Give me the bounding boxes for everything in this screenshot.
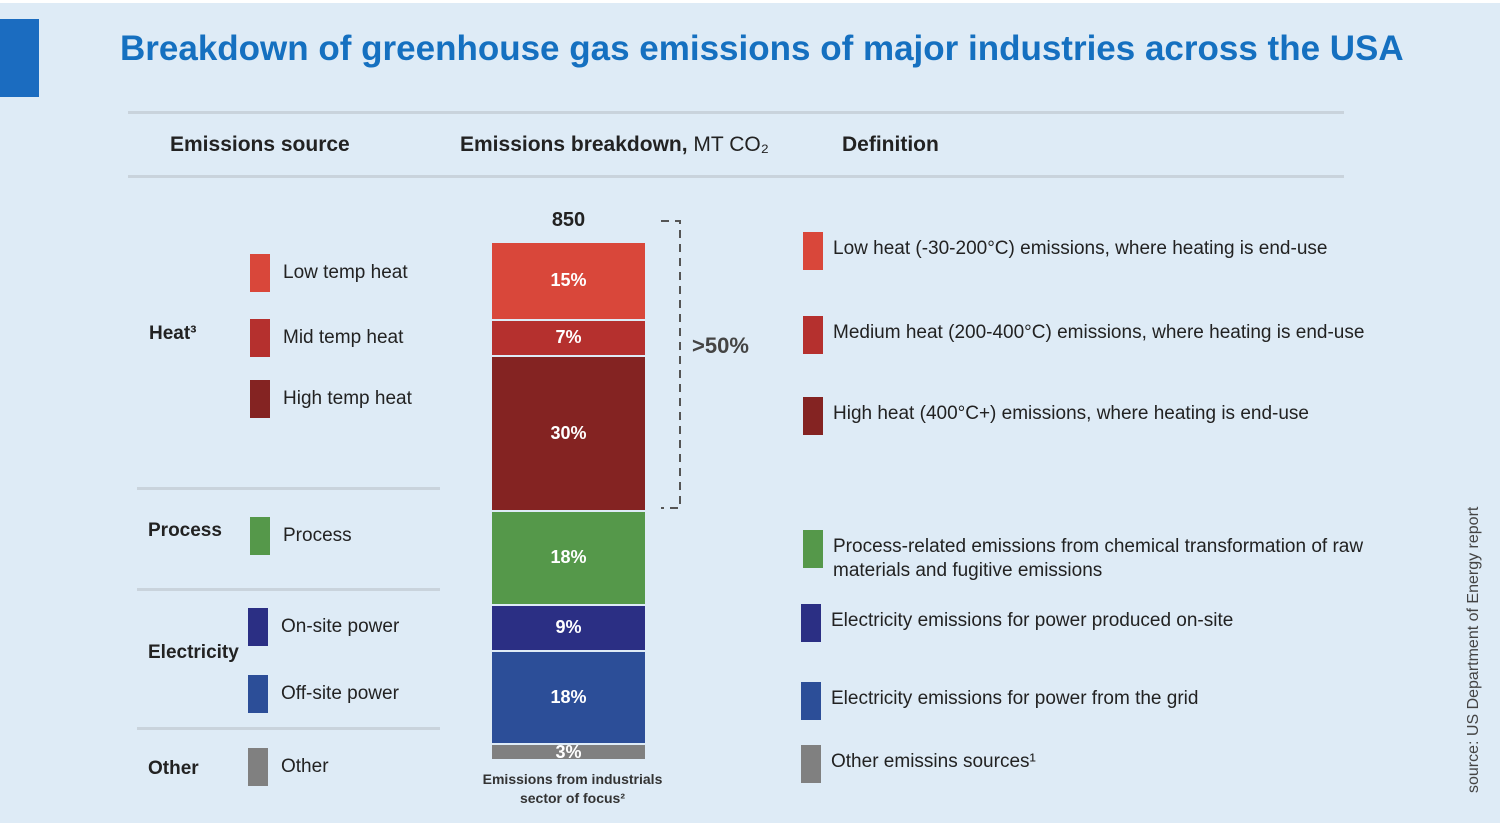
definition-swatch-process xyxy=(803,530,823,568)
definition-swatch-high-temp-heat xyxy=(803,397,823,435)
divider xyxy=(137,588,440,591)
bar-segment-off-site-power: 18% xyxy=(492,652,645,746)
header-breakdown: Emissions breakdown, MT CO₂ xyxy=(460,133,769,157)
legend-swatch-high-temp-heat xyxy=(250,380,270,418)
definition-off-site-power: Electricity emissions for power from the… xyxy=(831,688,1199,709)
bar-segment-low-temp-heat: 15% xyxy=(492,243,645,321)
bar-segment-process: 18% xyxy=(492,512,645,606)
definition-swatch-on-site-power xyxy=(801,604,821,642)
definition-swatch-off-site-power xyxy=(801,682,821,720)
legend-swatch-on-site-power xyxy=(248,608,268,646)
definition-mid-temp-heat: Medium heat (200-400°C) emissions, where… xyxy=(833,322,1365,343)
page-title: Breakdown of greenhouse gas emissions of… xyxy=(120,29,1404,68)
category-other: Other xyxy=(148,758,199,779)
header-breakdown-unit: MT CO₂ xyxy=(687,133,769,156)
category-process: Process xyxy=(148,520,222,541)
definition-on-site-power: Electricity emissions for power produced… xyxy=(831,610,1234,631)
legend-swatch-low-temp-heat xyxy=(250,254,270,292)
divider xyxy=(128,111,1344,114)
infographic: Breakdown of greenhouse gas emissions of… xyxy=(0,3,1500,823)
bar-segment-other: 3% xyxy=(492,741,645,762)
legend-swatch-other xyxy=(248,748,268,786)
legend-label-other: Other xyxy=(281,756,329,777)
definition-swatch-mid-temp-heat xyxy=(803,316,823,354)
category-electricity: Electricity xyxy=(148,642,239,663)
bracket-label: >50% xyxy=(692,333,749,358)
legend-label-off-site-power: Off-site power xyxy=(281,683,399,704)
legend-label-high-temp-heat: High temp heat xyxy=(283,388,412,409)
legend-label-mid-temp-heat: Mid temp heat xyxy=(283,327,404,348)
category-heat: Heat³ xyxy=(149,323,197,344)
definition-low-temp-heat: Low heat (-30-200°C) emissions, where he… xyxy=(833,238,1328,259)
segment-label: 30% xyxy=(550,423,587,444)
legend-label-low-temp-heat: Low temp heat xyxy=(283,262,408,283)
definition-high-temp-heat: High heat (400°C+) emissions, where heat… xyxy=(833,403,1309,424)
divider xyxy=(137,727,440,730)
legend-swatch-process xyxy=(250,517,270,555)
definition-other: Other emissins sources¹ xyxy=(831,751,1036,772)
header-definition: Definition xyxy=(842,133,939,156)
segment-label: 7% xyxy=(555,327,582,348)
legend-swatch-mid-temp-heat xyxy=(250,319,270,357)
segment-label: 18% xyxy=(550,687,587,708)
total-label: 850 xyxy=(551,209,586,231)
heat-bracket xyxy=(661,220,681,509)
accent-bar xyxy=(0,19,39,97)
header-source: Emissions source xyxy=(170,133,350,156)
segment-label: 18% xyxy=(550,547,587,568)
source-note: source: US Department of Energy report xyxy=(1465,506,1482,793)
legend-swatch-off-site-power xyxy=(248,675,268,713)
segment-label: 15% xyxy=(550,270,587,291)
segment-label: 9% xyxy=(555,617,582,638)
legend-label-on-site-power: On-site power xyxy=(281,616,400,637)
definition-swatch-other xyxy=(801,745,821,783)
divider xyxy=(137,487,440,490)
definition-process: Process-related emissions from chemical … xyxy=(833,536,1364,581)
bar-caption: Emissions from industrials sector of foc… xyxy=(482,771,663,806)
header-breakdown-bold: Emissions breakdown, xyxy=(460,133,688,156)
bar-segment-on-site-power: 9% xyxy=(492,605,645,653)
divider xyxy=(128,175,1344,178)
bar-segment-high-temp-heat: 30% xyxy=(492,356,645,513)
segment-label: 3% xyxy=(555,741,582,762)
bar-segment-mid-temp-heat: 7% xyxy=(492,320,645,357)
legend-label-process: Process xyxy=(283,525,352,546)
definition-swatch-low-temp-heat xyxy=(803,232,823,270)
